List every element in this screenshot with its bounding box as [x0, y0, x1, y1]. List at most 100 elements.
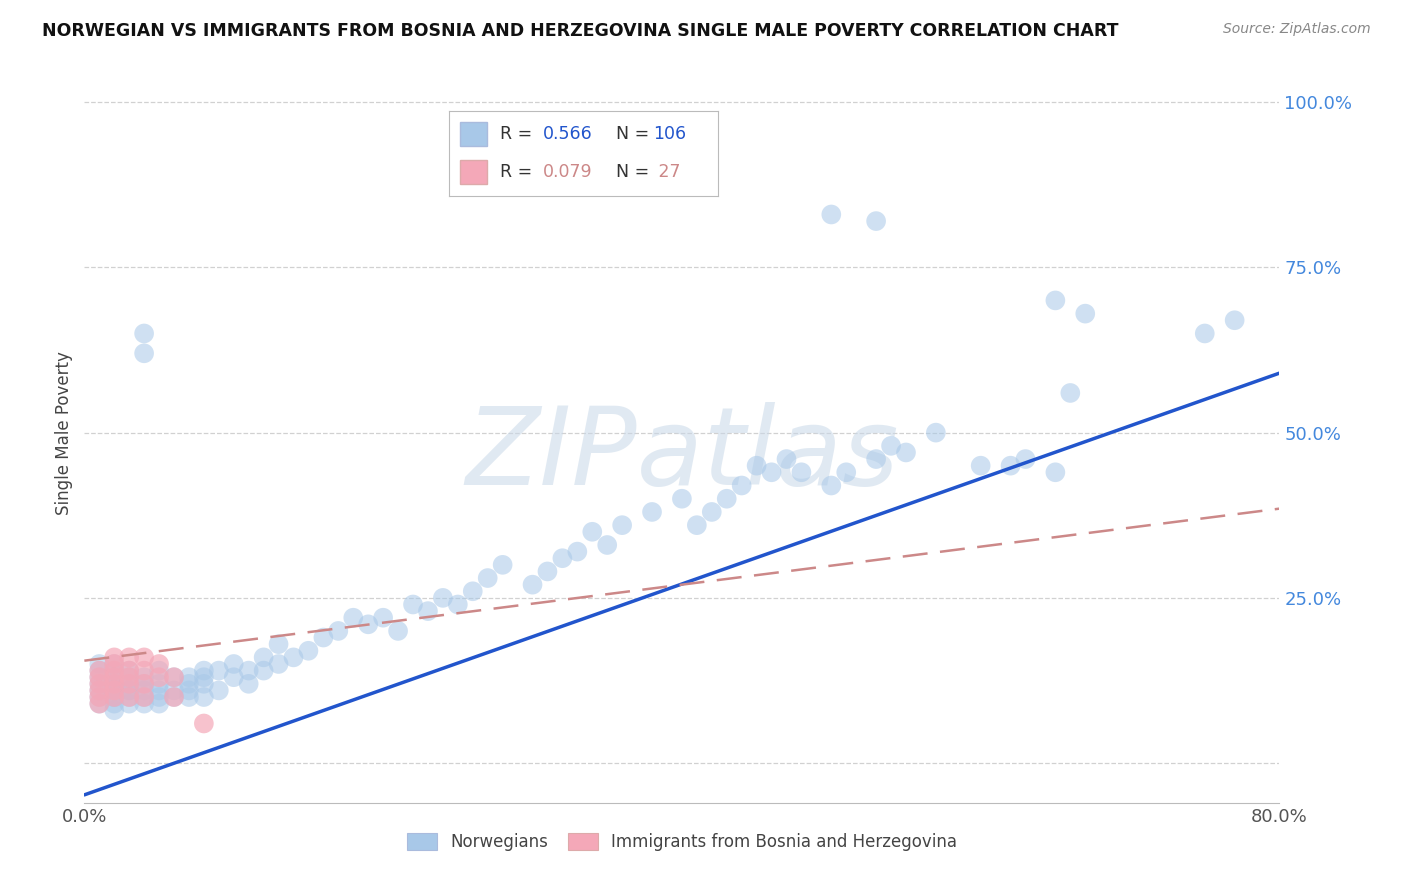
Point	[790, 465, 813, 479]
Point	[387, 624, 409, 638]
Point	[612, 518, 634, 533]
Point	[103, 657, 125, 671]
Point	[416, 604, 439, 618]
Text: Source: ZipAtlas.com: Source: ZipAtlas.com	[1223, 22, 1371, 37]
Point	[103, 690, 125, 704]
Point	[177, 683, 200, 698]
Point	[118, 683, 141, 698]
Point	[596, 538, 619, 552]
Point	[118, 690, 141, 704]
Point	[132, 326, 156, 341]
Point	[89, 683, 111, 698]
Point	[222, 657, 245, 671]
Point	[89, 677, 111, 691]
Point	[132, 650, 156, 665]
Point	[118, 664, 141, 678]
Y-axis label: Single Male Poverty: Single Male Poverty	[55, 351, 73, 515]
Point	[177, 670, 200, 684]
Point	[1045, 465, 1067, 479]
Point	[253, 650, 276, 665]
Point	[103, 683, 125, 698]
Point	[132, 690, 156, 704]
Point	[671, 491, 693, 506]
Point	[193, 677, 215, 691]
Point	[820, 207, 842, 221]
Point	[103, 650, 125, 665]
Point	[132, 677, 156, 691]
Point	[103, 670, 125, 684]
Point	[89, 683, 111, 698]
Point	[208, 664, 231, 678]
Point	[103, 677, 125, 691]
Point	[567, 544, 589, 558]
Point	[148, 670, 170, 684]
Point	[1074, 307, 1097, 321]
Point	[551, 551, 574, 566]
Point	[312, 631, 335, 645]
Point	[163, 690, 186, 704]
Point	[148, 697, 170, 711]
Point	[177, 677, 200, 691]
Point	[193, 664, 215, 678]
Point	[103, 697, 125, 711]
Point	[357, 617, 380, 632]
Point	[132, 697, 156, 711]
Point	[373, 611, 395, 625]
Point	[132, 690, 156, 704]
Point	[89, 690, 111, 704]
Point	[328, 624, 350, 638]
Point	[865, 452, 887, 467]
Point	[103, 670, 125, 684]
Point	[89, 664, 111, 678]
Point	[89, 657, 111, 671]
Text: NORWEGIAN VS IMMIGRANTS FROM BOSNIA AND HERZEGOVINA SINGLE MALE POVERTY CORRELAT: NORWEGIAN VS IMMIGRANTS FROM BOSNIA AND …	[42, 22, 1119, 40]
Point	[745, 458, 768, 473]
Point	[925, 425, 948, 440]
Point	[103, 683, 125, 698]
Point	[89, 697, 111, 711]
Point	[118, 664, 141, 678]
Point	[716, 491, 738, 506]
Point	[148, 677, 170, 691]
Point	[731, 478, 754, 492]
Point	[163, 670, 186, 684]
Point	[103, 703, 125, 717]
Point	[89, 670, 111, 684]
Point	[118, 670, 141, 684]
Point	[193, 716, 215, 731]
Point	[208, 683, 231, 698]
Point	[103, 690, 125, 704]
Point	[89, 697, 111, 711]
Point	[761, 465, 783, 479]
Point	[118, 677, 141, 691]
Point	[148, 657, 170, 671]
Point	[536, 565, 558, 579]
Point	[222, 670, 245, 684]
Point	[148, 690, 170, 704]
Point	[641, 505, 664, 519]
Point	[820, 478, 842, 492]
Point	[402, 598, 425, 612]
Point	[1059, 386, 1081, 401]
Point	[477, 571, 499, 585]
Point	[581, 524, 603, 539]
Point	[132, 677, 156, 691]
Point	[148, 664, 170, 678]
Point	[1194, 326, 1216, 341]
Point	[775, 452, 797, 467]
Point	[177, 690, 200, 704]
Point	[103, 677, 125, 691]
Point	[193, 670, 215, 684]
Point	[492, 558, 515, 572]
Point	[132, 670, 156, 684]
Point	[163, 670, 186, 684]
Point	[118, 690, 141, 704]
Point	[686, 518, 709, 533]
Point	[238, 664, 260, 678]
Point	[700, 505, 723, 519]
Point	[132, 664, 156, 678]
Point	[1045, 293, 1067, 308]
Point	[193, 690, 215, 704]
Point	[1223, 313, 1246, 327]
Point	[118, 677, 141, 691]
